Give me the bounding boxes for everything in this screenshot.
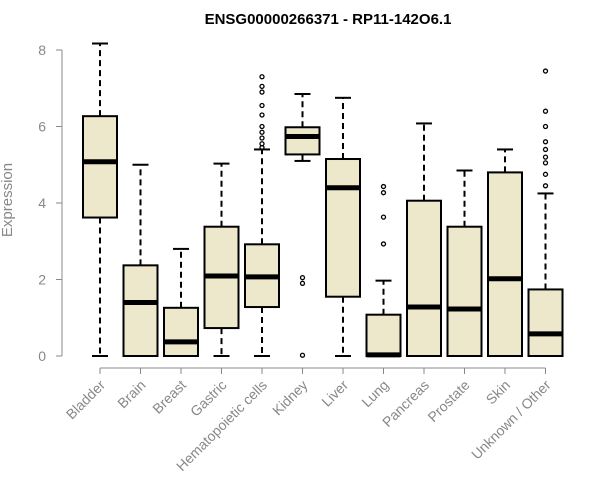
box-iqr xyxy=(406,199,442,357)
outlier-point xyxy=(380,241,387,247)
x-tick-label: Bladder xyxy=(63,377,109,423)
outlier-point xyxy=(299,352,306,358)
box-group xyxy=(325,96,361,357)
box-iqr xyxy=(527,288,564,358)
box-iqr xyxy=(487,171,523,357)
outlier-point xyxy=(542,123,549,130)
y-axis-label: Expression xyxy=(0,163,16,237)
outlier-point xyxy=(259,74,265,80)
outlier-point xyxy=(542,183,549,189)
outlier-point xyxy=(542,154,549,160)
outlier-point xyxy=(299,280,306,286)
x-tick-label: Lung xyxy=(358,377,391,410)
y-tick-label: 2 xyxy=(38,272,46,288)
outlier-point xyxy=(259,135,265,141)
outlier-point xyxy=(542,139,549,145)
y-axis: 0 2 4 6 8 xyxy=(38,42,63,364)
box-group xyxy=(406,122,442,357)
outlier-point xyxy=(259,112,265,118)
x-tick-label: Kidney xyxy=(269,377,311,419)
box-iqr xyxy=(122,264,159,357)
box-iqr xyxy=(365,313,402,358)
y-tick-label: 4 xyxy=(38,195,46,211)
box-iqr xyxy=(446,225,483,357)
outlier-point xyxy=(380,183,387,190)
outlier-point xyxy=(259,83,265,89)
box-iqr xyxy=(325,158,361,298)
x-tick-label: Brain xyxy=(114,377,148,411)
box-group xyxy=(487,148,523,357)
x-tick-label: Prostate xyxy=(424,377,472,425)
box-group xyxy=(203,162,240,357)
box-group xyxy=(122,163,159,357)
chart-title: ENSG00000266371 - RP11-142O6.1 xyxy=(205,11,452,28)
outlier-point xyxy=(259,102,265,109)
outlier-point xyxy=(542,108,549,114)
x-tick-label: Liver xyxy=(318,377,351,410)
box-group xyxy=(527,68,564,358)
box-group xyxy=(446,169,483,357)
box-group xyxy=(365,183,402,358)
outlier-point xyxy=(542,160,549,166)
x-tick-label: Skin xyxy=(483,377,514,408)
y-tick-label: 6 xyxy=(38,119,46,135)
outlier-point xyxy=(259,89,265,95)
box-iqr xyxy=(82,115,118,219)
box-group xyxy=(244,74,280,357)
outlier-point xyxy=(542,146,549,153)
box-group xyxy=(284,92,321,358)
x-tick-label: Breast xyxy=(149,377,189,417)
outlier-point xyxy=(542,171,549,177)
outlier-point xyxy=(542,68,549,74)
box-iqr xyxy=(163,306,199,357)
boxes-group xyxy=(82,42,564,358)
box-group xyxy=(163,247,199,357)
outlier-point xyxy=(299,274,306,281)
box-iqr xyxy=(284,126,321,156)
outlier-point xyxy=(380,214,387,220)
outlier-point xyxy=(380,190,387,196)
y-tick-label: 0 xyxy=(38,348,46,364)
box-group xyxy=(82,42,118,357)
outlier-point xyxy=(259,129,265,135)
outlier-point xyxy=(259,141,265,147)
outlier-point xyxy=(259,123,265,130)
y-tick-label: 8 xyxy=(38,42,46,58)
